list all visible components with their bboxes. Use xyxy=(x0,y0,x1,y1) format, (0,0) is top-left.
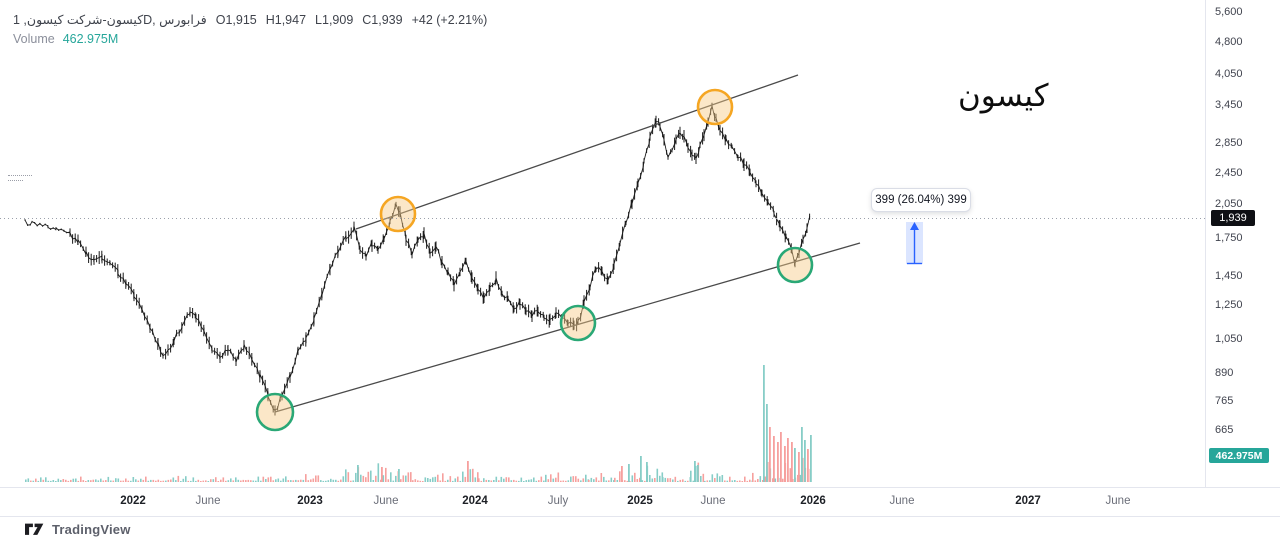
annotation-circle-green[interactable] xyxy=(255,392,295,432)
symbol-title[interactable]: کیسون-شرکت کیسون, 1D, فرابورس xyxy=(13,13,207,27)
time-axis-year-label: 2023 xyxy=(297,495,323,507)
time-axis-year-label: 2026 xyxy=(800,495,826,507)
symbol-legend[interactable]: کیسون-شرکت کیسون, 1D, فرابورس O1,915 H1,… xyxy=(13,12,487,47)
volume-value-badge: 462.975M xyxy=(1209,448,1269,463)
time-axis-month-label: June xyxy=(700,495,726,507)
symbol-watermark: کیسون xyxy=(958,78,1049,113)
ohlc-change: +42 (+2.21%) xyxy=(411,13,488,27)
annotation-circle-green[interactable] xyxy=(776,246,814,284)
measure-tooltip: 399 (26.04%) 399 xyxy=(871,188,971,212)
price-axis-label: 765 xyxy=(1215,395,1234,407)
brand-bar: TradingView xyxy=(0,516,1280,542)
volume-label[interactable]: Volume xyxy=(13,32,55,46)
price-range-measure-tool[interactable] xyxy=(906,222,923,265)
last-price-badge: 1,939 xyxy=(1211,210,1255,226)
ohlc-close: C1,939 xyxy=(362,13,403,27)
time-axis-year-label: 2022 xyxy=(120,495,146,507)
price-axis-label: 665 xyxy=(1215,424,1234,436)
price-axis-label: 1,250 xyxy=(1215,299,1243,311)
volume-row: Volume 462.975M xyxy=(13,31,487,47)
time-axis-month-label: June xyxy=(373,495,399,507)
ohlc-low: L1,909 xyxy=(315,13,354,27)
collapsed-indicator-marks xyxy=(8,175,34,185)
time-axis-month-label: June xyxy=(889,495,915,507)
time-axis-month-label: July xyxy=(547,495,569,507)
price-axis-label: 2,850 xyxy=(1215,137,1243,149)
price-axis-label: 5,600 xyxy=(1215,6,1243,18)
volume-value: 462.975M xyxy=(62,32,119,46)
price-axis-label: 4,800 xyxy=(1215,36,1243,48)
symbol-ohlc-row: کیسون-شرکت کیسون, 1D, فرابورس O1,915 H1,… xyxy=(13,12,487,28)
price-axis-label: 2,450 xyxy=(1215,167,1243,179)
trendline-upper[interactable] xyxy=(355,74,799,230)
time-axis-month-label: June xyxy=(1105,495,1131,507)
volume-bars xyxy=(25,365,812,482)
ohlc-open: O1,915 xyxy=(215,13,257,27)
price-series xyxy=(24,102,811,416)
time-axis-year-label: 2027 xyxy=(1015,495,1041,507)
annotation-circle-orange[interactable] xyxy=(379,195,417,233)
trendline-lower[interactable] xyxy=(274,242,861,413)
time-axis[interactable]: 2022 June 2023 June 2024 July 2025 June 2026 June… xyxy=(0,487,1280,517)
price-axis-label: 4,050 xyxy=(1215,68,1243,80)
price-axis-label: 1,050 xyxy=(1215,333,1243,345)
ohlc-high: H1,947 xyxy=(265,13,307,27)
annotation-circle-green[interactable] xyxy=(559,304,597,342)
price-axis-label: 1,750 xyxy=(1215,232,1243,244)
annotation-circle-orange[interactable] xyxy=(696,88,734,126)
time-axis-month-label: June xyxy=(195,495,221,507)
price-axis-label: 1,450 xyxy=(1215,270,1243,282)
tradingview-logo-icon[interactable] xyxy=(25,522,45,537)
time-axis-year-label: 2025 xyxy=(627,495,653,507)
price-axis-label: 890 xyxy=(1215,367,1234,379)
price-axis-label: 2,050 xyxy=(1215,198,1243,210)
brand-name[interactable]: TradingView xyxy=(52,522,131,537)
price-axis-label: 3,450 xyxy=(1215,99,1243,111)
price-chart-canvas[interactable] xyxy=(0,0,1205,487)
price-axis[interactable]: 5,600 4,800 4,050 3,450 2,850 2,450 2,050 1,750… xyxy=(1205,0,1280,516)
time-axis-year-label: 2024 xyxy=(462,495,488,507)
